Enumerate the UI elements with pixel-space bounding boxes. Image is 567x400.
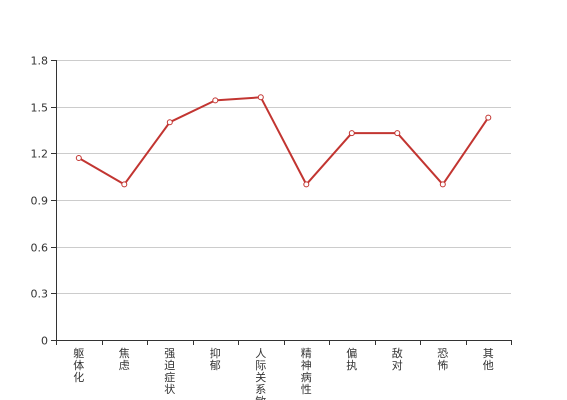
x-tick-label: 恐怖 — [437, 347, 448, 372]
x-tick-label: 精神病性 — [301, 347, 312, 396]
x-tick-label: 人际关系敏感 — [255, 347, 266, 400]
data-point-8 — [394, 130, 401, 137]
x-tick-label: 强迫症状 — [164, 347, 175, 396]
y-tick-label: 0 — [41, 335, 48, 348]
series — [75, 94, 492, 188]
series-line — [78, 96, 490, 186]
x-axis-tick-labels: 躯体化 焦虑 强迫症状 抑郁 人际关系敏感 精神病性 偏执 敌对 恐怖 其他 — [73, 346, 494, 400]
data-point-5 — [257, 94, 264, 101]
data-point-9 — [439, 181, 446, 188]
y-tick-label: 0.9 — [31, 195, 49, 208]
y-tick-label: 1.2 — [31, 148, 49, 161]
y-axis-tick-labels: 0 0.3 0.6 0.9 1.2 1.5 1.8 — [31, 55, 49, 348]
x-tick-label: 躯体化 — [73, 347, 84, 384]
x-tick-label: 焦虑 — [119, 347, 130, 372]
data-point-6 — [303, 181, 310, 188]
axes — [51, 60, 512, 345]
x-tick-label: 抑郁 — [210, 346, 221, 372]
y-tick-label: 1.8 — [31, 55, 49, 68]
y-tick-label: 1.5 — [31, 102, 49, 115]
x-tick-label: 其他 — [483, 347, 494, 372]
data-point-2 — [121, 181, 128, 188]
data-point-10 — [485, 114, 492, 121]
y-tick-label: 0.6 — [31, 242, 49, 255]
data-point-4 — [212, 97, 219, 104]
data-point-7 — [348, 130, 355, 137]
grid-lines — [56, 60, 511, 294]
x-tick-label: 偏执 — [346, 346, 357, 372]
data-point-3 — [166, 119, 173, 126]
y-tick-label: 0.3 — [31, 288, 49, 301]
x-tick-label: 敌对 — [392, 346, 403, 372]
data-point-1 — [75, 155, 82, 161]
